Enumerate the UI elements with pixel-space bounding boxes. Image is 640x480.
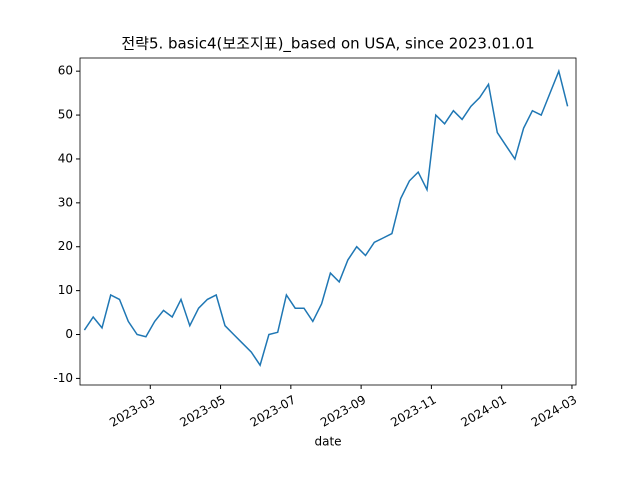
y-tick-label: 0 xyxy=(65,327,73,341)
x-tick-label: 2024-01 xyxy=(459,393,509,430)
y-tick-label: 50 xyxy=(58,108,73,122)
x-tick-label: 2023-07 xyxy=(248,393,298,430)
plot-frame xyxy=(79,57,577,386)
y-tick-label: 60 xyxy=(58,64,73,78)
y-tick-label: 30 xyxy=(58,195,73,209)
chart-title: 전략5. basic4(보조지표)_based on USA, since 20… xyxy=(121,35,534,54)
x-tick-label: 2023-05 xyxy=(177,393,227,430)
x-axis-label: date xyxy=(314,435,341,449)
x-tick-label: 2023-11 xyxy=(388,393,438,430)
y-tick-label: 40 xyxy=(58,151,73,165)
x-tick-label: 2023-09 xyxy=(318,393,368,430)
line xyxy=(83,68,569,367)
x-tick-label: 2023-03 xyxy=(107,393,157,430)
x-tick-label: 2024-03 xyxy=(529,393,579,430)
y-tick-label: -10 xyxy=(53,371,73,385)
y-tick-label: 10 xyxy=(58,283,73,297)
y-tick-label: 20 xyxy=(58,239,73,253)
